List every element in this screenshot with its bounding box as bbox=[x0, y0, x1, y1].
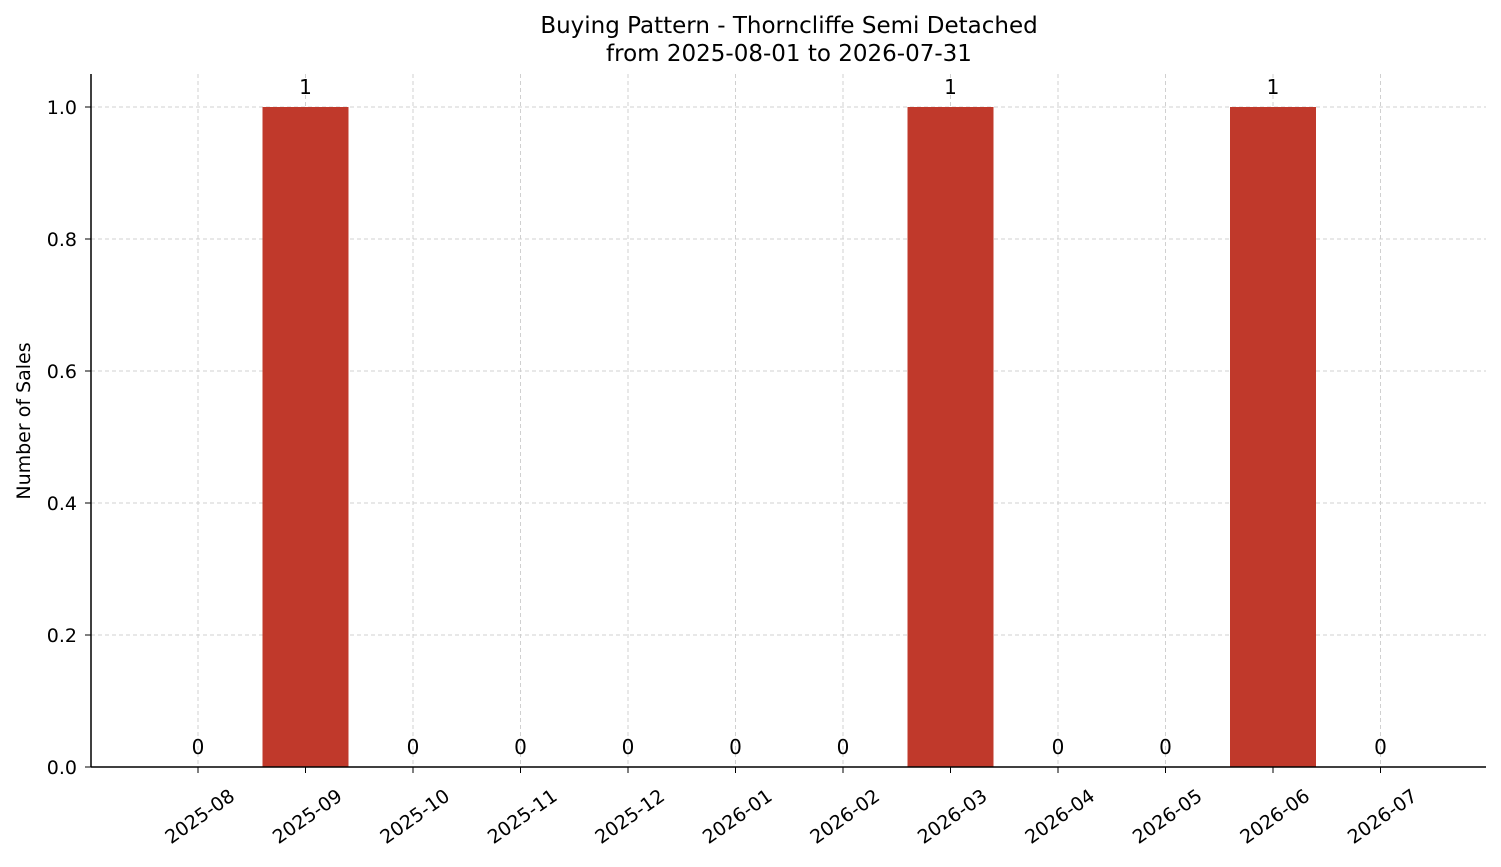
data-label: 0 bbox=[514, 735, 527, 759]
x-tick-label: 2026-05 bbox=[1129, 785, 1207, 849]
bar bbox=[907, 107, 994, 767]
data-label: 1 bbox=[1267, 75, 1280, 99]
y-tick-label: 0.0 bbox=[47, 757, 77, 779]
data-label: 0 bbox=[622, 735, 635, 759]
x-tick-label: 2026-06 bbox=[1236, 785, 1314, 849]
x-tick-label: 2025-12 bbox=[591, 785, 669, 849]
data-label: 0 bbox=[729, 735, 742, 759]
x-tick-label: 2026-01 bbox=[699, 785, 777, 849]
y-tick-label: 1.0 bbox=[47, 97, 77, 119]
data-label: 0 bbox=[407, 735, 420, 759]
data-labels: 0 1 0 0 0 0 0 1 0 0 1 0 bbox=[192, 75, 1387, 759]
x-tick-label: 2026-03 bbox=[914, 785, 992, 849]
x-tick-label: 2025-08 bbox=[161, 785, 239, 849]
y-axis-label: Number of Sales bbox=[13, 342, 35, 499]
bar bbox=[262, 107, 349, 767]
data-label: 0 bbox=[1374, 735, 1387, 759]
y-tick-label: 0.8 bbox=[47, 229, 77, 251]
x-tick-label: 2026-02 bbox=[806, 785, 884, 849]
data-label: 1 bbox=[944, 75, 957, 99]
data-label: 0 bbox=[1159, 735, 1172, 759]
y-tick-label: 0.4 bbox=[47, 493, 77, 515]
chart-subtitle: from 2025-08-01 to 2026-07-31 bbox=[606, 41, 972, 67]
bars bbox=[262, 107, 1316, 767]
x-tick-label: 2025-11 bbox=[484, 785, 562, 849]
chart-title: Buying Pattern - Thorncliffe Semi Detach… bbox=[540, 13, 1037, 39]
x-tick-label: 2026-04 bbox=[1021, 785, 1099, 849]
bar bbox=[1230, 107, 1316, 767]
data-label: 0 bbox=[192, 735, 205, 759]
y-tick-label: 0.2 bbox=[47, 625, 77, 647]
x-tick-label: 2025-09 bbox=[269, 785, 347, 849]
data-label: 0 bbox=[1052, 735, 1065, 759]
x-tick-label: 2025-10 bbox=[376, 785, 454, 849]
x-tick-label: 2026-07 bbox=[1344, 785, 1422, 849]
y-tick-label: 0.6 bbox=[47, 361, 77, 383]
data-label: 0 bbox=[837, 735, 850, 759]
data-label: 1 bbox=[299, 75, 312, 99]
